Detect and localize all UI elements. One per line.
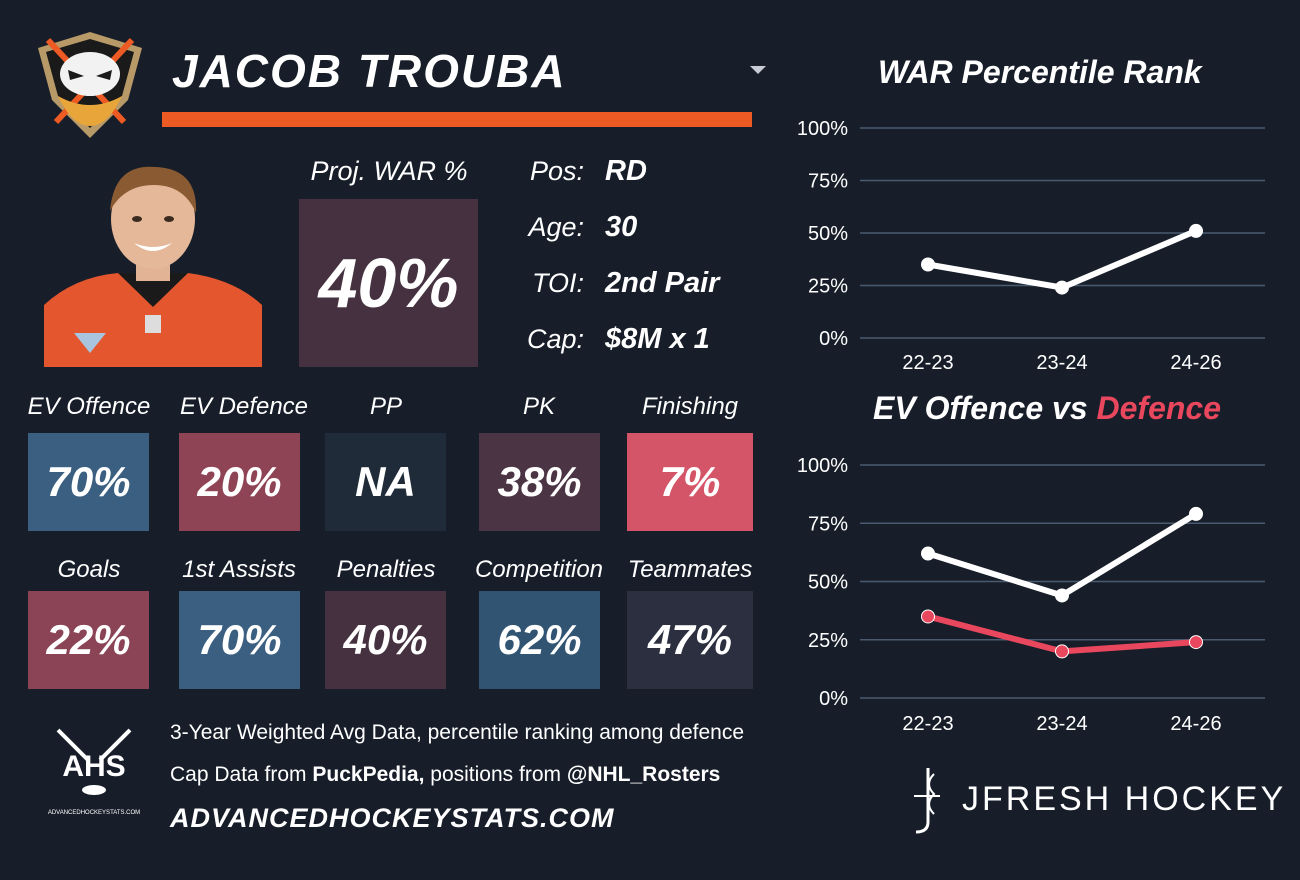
age-value: 30 <box>605 211 638 243</box>
cap-label: Cap: <box>526 324 584 354</box>
proj-war-value: 40% <box>299 199 478 367</box>
x-tick-label: 23-24 <box>1036 352 1087 374</box>
x-tick-label: 23-24 <box>1036 713 1087 735</box>
pos-value: RD <box>605 155 647 187</box>
data-point <box>1189 506 1203 521</box>
chart-ev-offence-defence: 22-23 23-24 24-26 100% 75% 50% 25% 0% <box>797 455 1265 735</box>
tile-teammates: 47% <box>627 591 753 689</box>
y-tick-label: 0% <box>819 328 848 350</box>
tile-label-ev-defence: EV Defence <box>179 393 309 420</box>
data-point <box>1055 588 1069 603</box>
series-line-0 <box>925 510 1199 599</box>
tile-pk: 38% <box>479 433 600 531</box>
chart-war-title: WAR Percentile Rank <box>878 54 1202 90</box>
y-tick-label: 75% <box>808 513 848 535</box>
chart-ev-title-offence: EV Offence vs <box>873 390 1097 426</box>
data-point <box>921 257 935 272</box>
footer-site-link[interactable]: ADVANCEDHOCKEYSTATS.COM <box>170 803 615 833</box>
y-tick-label: 50% <box>808 223 848 245</box>
chart-war-percentile: 22-23 23-24 24-26 100% 75% 50% 25% 0% <box>797 118 1265 374</box>
tile-ev-defence: 20% <box>179 433 300 531</box>
player-photo <box>44 155 262 367</box>
tile-label-goals: Goals <box>57 556 121 583</box>
tile-finishing: 7% <box>627 433 753 531</box>
footer-note: 3-Year Weighted Avg Data, percentile ran… <box>170 721 744 744</box>
chart-ev-title-defence: Defence <box>1096 390 1222 426</box>
footer-sources-middle: positions from <box>424 763 567 786</box>
ducks-logo-icon <box>28 30 152 140</box>
y-tick-label: 100% <box>797 455 848 477</box>
footer-sources-prefix: Cap Data from <box>170 763 313 786</box>
ahs-logo-icon: AHS ADVANCEDHOCKEYSTATS.COM <box>44 726 144 818</box>
jfresh-brand: JFRESH HOCKEY <box>962 780 1287 818</box>
tile-label-pk: PK <box>522 393 555 420</box>
series-line-0 <box>925 227 1199 291</box>
tile-label-competition: Competition <box>474 556 604 583</box>
proj-war-label: Proj. WAR % <box>310 156 468 186</box>
x-tick-label: 22-23 <box>902 352 953 374</box>
footer-source-puckpedia[interactable]: PuckPedia, <box>312 763 425 786</box>
data-point <box>1055 280 1069 295</box>
player-name: JACOB TROUBA <box>172 45 567 97</box>
footer-source-nhl-rosters[interactable]: @NHL_Rosters <box>566 763 721 786</box>
footer-sources: Cap Data from PuckPedia, positions from … <box>170 763 720 787</box>
data-point <box>921 609 935 624</box>
name-underline <box>162 112 752 127</box>
tile-label-1st-assists: 1st Assists <box>182 556 296 583</box>
caret-down-icon[interactable] <box>750 66 766 74</box>
pos-label: Pos: <box>529 156 584 186</box>
data-point <box>1189 223 1203 238</box>
ahs-logo-small-text: ADVANCEDHOCKEYSTATS.COM <box>48 810 140 816</box>
cap-value: $8M x 1 <box>605 323 710 355</box>
tile-penalties: 40% <box>325 591 446 689</box>
x-tick-label: 24-26 <box>1170 713 1221 735</box>
x-tick-label: 24-26 <box>1170 352 1221 374</box>
toi-label: TOI: <box>531 268 584 298</box>
data-point <box>1189 635 1203 650</box>
tile-label-finishing: Finishing <box>641 393 739 420</box>
tile-label-ev-offence: EV Offence <box>27 393 151 420</box>
tile-label-pp: PP <box>369 393 402 420</box>
x-tick-label: 22-23 <box>902 713 953 735</box>
y-tick-label: 25% <box>808 630 848 652</box>
y-tick-label: 25% <box>808 276 848 298</box>
tile-competition: 62% <box>479 591 600 689</box>
tile-goals: 22% <box>28 591 149 689</box>
tile-label-penalties: Penalties <box>336 556 436 583</box>
tile-label-teammates: Teammates <box>627 556 753 583</box>
jfresh-logo-icon <box>906 766 946 836</box>
data-point <box>1055 644 1069 659</box>
ahs-logo-text: AHS <box>62 750 125 783</box>
age-label: Age: <box>528 212 584 242</box>
data-point <box>921 546 935 561</box>
y-tick-label: 0% <box>819 688 848 710</box>
tile-1st-assists: 70% <box>179 591 300 689</box>
toi-value: 2nd Pair <box>605 267 720 299</box>
y-tick-label: 50% <box>808 572 848 594</box>
chart-ev-title: EV Offence vs Defence <box>873 390 1221 427</box>
tile-pp: NA <box>325 433 446 531</box>
y-tick-label: 75% <box>808 171 848 193</box>
tile-ev-offence: 70% <box>28 433 149 531</box>
y-tick-label: 100% <box>797 118 848 140</box>
